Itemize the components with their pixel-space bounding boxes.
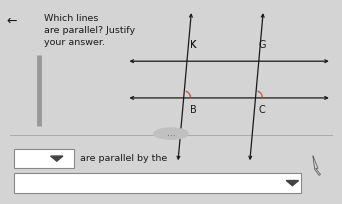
Text: ...: ... <box>167 129 175 138</box>
Text: C: C <box>258 105 265 115</box>
Text: B: B <box>190 105 197 115</box>
Text: K: K <box>190 40 196 50</box>
Polygon shape <box>51 156 63 161</box>
Text: Which lines
are parallel? Justify
your answer.: Which lines are parallel? Justify your a… <box>44 14 135 47</box>
Text: G: G <box>258 40 266 50</box>
Text: are parallel by the: are parallel by the <box>80 154 168 163</box>
Text: ←: ← <box>7 14 17 27</box>
Polygon shape <box>313 156 320 175</box>
FancyBboxPatch shape <box>14 173 301 193</box>
Polygon shape <box>286 181 299 186</box>
FancyBboxPatch shape <box>14 149 74 168</box>
Ellipse shape <box>154 128 188 139</box>
Text: K: K <box>190 40 196 50</box>
